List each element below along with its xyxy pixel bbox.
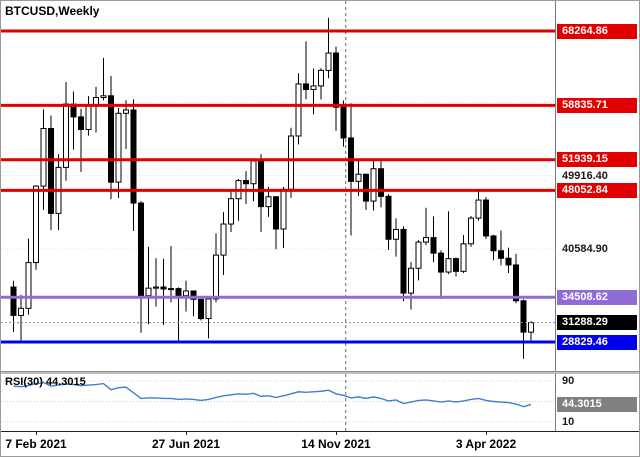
time-axis-line bbox=[1, 431, 639, 432]
resistance-price-label: 48052.84 bbox=[557, 182, 637, 198]
resistance-price-label: 51939.15 bbox=[557, 152, 637, 168]
rsi-current-value-label: 44.3015 bbox=[557, 396, 637, 412]
symbol-timeframe-label: BTCUSD,Weekly bbox=[5, 4, 100, 18]
axis-price-label: 40584.90 bbox=[562, 243, 608, 256]
time-axis[interactable]: 7 Feb 2021 27 Jun 2021 14 Nov 2021 3 Apr 20… bbox=[1, 435, 557, 456]
time-axis-tick bbox=[336, 431, 337, 435]
axis-price-label: 49916.40 bbox=[562, 169, 608, 182]
pane-divider[interactable] bbox=[1, 371, 639, 374]
time-axis-tick bbox=[186, 431, 187, 435]
time-axis-label: 7 Feb 2021 bbox=[5, 437, 67, 451]
support-price-label: 34508.62 bbox=[557, 289, 637, 305]
resistance-price-label: 68264.86 bbox=[557, 23, 637, 39]
current-price-label: 31288.29 bbox=[557, 315, 637, 331]
time-axis-label: 3 Apr 2022 bbox=[455, 437, 517, 451]
price-scale-separator bbox=[555, 1, 556, 431]
resistance-price-label: 58835.71 bbox=[557, 97, 637, 113]
support-price-label: 28829.46 bbox=[557, 334, 637, 350]
time-axis-tick bbox=[486, 431, 487, 435]
rsi-level-label: 10 bbox=[562, 416, 575, 428]
price-scale[interactable]: 68264.86 58835.71 51939.15 48052.84 34508.62… bbox=[556, 1, 639, 431]
time-axis-tick bbox=[36, 431, 37, 435]
main-price-chart-canvas[interactable] bbox=[1, 1, 555, 372]
time-axis-label: 27 Jun 2021 bbox=[151, 437, 221, 451]
rsi-indicator-label: RSI(30) 44.3015 bbox=[5, 376, 86, 388]
time-axis-label: 14 Nov 2021 bbox=[301, 437, 371, 451]
rsi-level-label: 90 bbox=[562, 375, 575, 387]
rsi-indicator-canvas[interactable] bbox=[1, 374, 555, 431]
